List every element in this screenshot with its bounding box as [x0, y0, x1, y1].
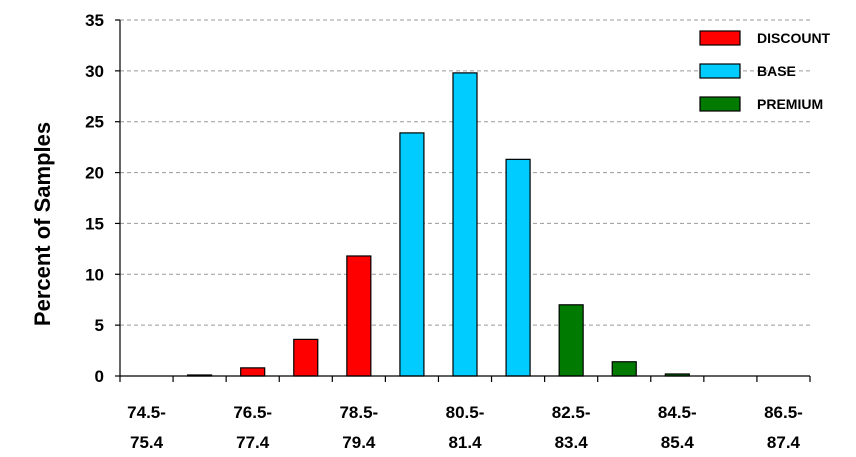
- legend-swatch: [699, 63, 741, 79]
- bars: [187, 72, 690, 377]
- y-tick-label: 20: [85, 164, 104, 183]
- y-tick-label: 10: [85, 265, 104, 284]
- x-tick-label: 85.4: [661, 433, 695, 452]
- bar: [293, 338, 319, 377]
- y-tick-label: 0: [95, 367, 104, 386]
- axes: [115, 19, 811, 382]
- bar: [240, 367, 266, 377]
- bar: [611, 361, 637, 377]
- legend-label: DISCOUNT: [757, 30, 831, 46]
- x-tick-label: 83.4: [555, 433, 589, 452]
- bar: [505, 158, 531, 377]
- y-tick-label: 35: [85, 11, 104, 30]
- y-tick-label: 30: [85, 62, 104, 81]
- x-tick-label: 84.5-: [658, 403, 697, 422]
- legend-label: BASE: [757, 63, 796, 79]
- legend: DISCOUNT BASE PREMIUM: [699, 30, 831, 112]
- x-tick-label: 74.5-: [127, 403, 166, 422]
- y-axis-label: Percent of Samples: [30, 122, 55, 326]
- y-tick-labels: 0 5 10 15 20 25 30 35: [85, 11, 104, 386]
- legend-label: PREMIUM: [757, 96, 823, 112]
- y-tick-label: 5: [95, 316, 104, 335]
- bar: [558, 304, 584, 377]
- bar: [346, 255, 372, 377]
- x-tick-label: 75.4: [130, 433, 164, 452]
- x-tick-label: 81.4: [448, 433, 482, 452]
- x-tick-label: 87.4: [767, 433, 801, 452]
- x-tick-label: 80.5-: [446, 403, 485, 422]
- legend-swatch: [699, 96, 741, 112]
- x-tick-label: 82.5-: [552, 403, 591, 422]
- x-tick-label: 79.4: [342, 433, 376, 452]
- x-tick-label: 77.4: [236, 433, 270, 452]
- x-tick-label: 86.5-: [764, 403, 803, 422]
- x-tick-label: 76.5-: [233, 403, 272, 422]
- x-tick-label: 78.5-: [339, 403, 378, 422]
- y-tick-label: 25: [85, 113, 104, 132]
- y-tick-label: 15: [85, 214, 104, 233]
- bar: [399, 132, 425, 377]
- x-tick-labels: 74.5- 75.4 76.5- 77.4 78.5- 79.4 80.5- 81.4 82.5…: [127, 403, 803, 452]
- bar: [452, 72, 478, 377]
- legend-swatch: [699, 30, 741, 46]
